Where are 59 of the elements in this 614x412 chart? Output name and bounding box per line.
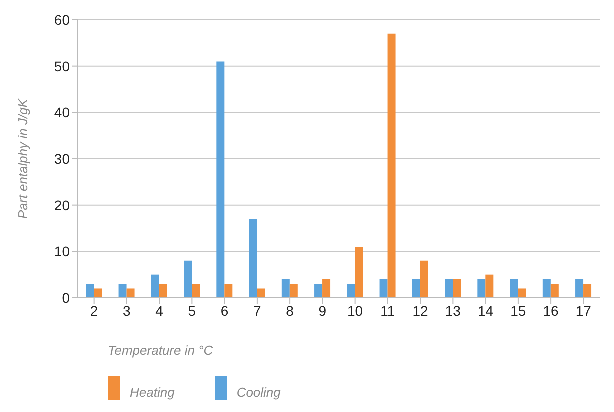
bar [453, 279, 462, 298]
y-tick-label: 30 [54, 150, 70, 167]
bar [126, 288, 135, 298]
x-tick-label: 10 [348, 302, 364, 319]
y-tick-label: 10 [54, 244, 70, 260]
bar [118, 284, 127, 298]
bar [445, 279, 454, 298]
bar [322, 279, 331, 298]
bar [584, 284, 592, 298]
bar [380, 279, 388, 298]
bar [347, 284, 356, 298]
y-tick-label: 50 [54, 58, 70, 74]
bar [184, 260, 192, 298]
y-axis-title: Part entalphy in J/gK [16, 98, 31, 219]
bar [224, 284, 233, 298]
bar [86, 284, 94, 298]
bar [94, 288, 102, 298]
x-tick-label: 12 [412, 302, 429, 319]
bar [486, 274, 494, 298]
bar [518, 288, 526, 298]
y-tick-label: 0 [62, 290, 70, 306]
x-tick-label: 14 [478, 302, 494, 319]
bar [420, 260, 428, 298]
bar [355, 247, 364, 298]
x-tick-label: 2 [90, 302, 98, 319]
x-axis-title: Temperature in °C [108, 343, 214, 358]
y-tick-label: 20 [54, 197, 70, 214]
x-tick-label: 15 [510, 302, 526, 319]
bar [290, 284, 298, 298]
bar [388, 34, 396, 298]
x-tick-label: 6 [220, 302, 229, 319]
bar [314, 284, 323, 298]
y-tick-label: 60 [54, 12, 70, 28]
bar [159, 284, 168, 298]
bar [257, 288, 266, 298]
bar [478, 279, 486, 298]
legend-label: Cooling [236, 385, 281, 400]
x-tick-label: 17 [576, 302, 592, 319]
bar [542, 279, 551, 298]
bar [249, 219, 258, 298]
bar [151, 274, 160, 298]
bar [216, 62, 225, 298]
bar [412, 279, 420, 298]
x-tick-label: 3 [123, 302, 132, 319]
bar [282, 279, 290, 298]
x-tick-label: 8 [286, 302, 294, 319]
bar [550, 284, 559, 298]
x-tick-label: 11 [380, 302, 396, 319]
y-tick-label: 40 [54, 104, 70, 121]
x-tick-label: 7 [254, 302, 262, 319]
x-tick-label: 9 [318, 302, 327, 319]
x-tick-label: 4 [156, 302, 164, 319]
bar [576, 279, 584, 298]
bar [510, 279, 518, 298]
x-tick-label: 5 [188, 302, 196, 319]
x-tick-label: 16 [543, 302, 560, 319]
bar [192, 284, 200, 298]
x-tick-label: 13 [445, 302, 462, 319]
legend-label: Heating [130, 385, 175, 400]
